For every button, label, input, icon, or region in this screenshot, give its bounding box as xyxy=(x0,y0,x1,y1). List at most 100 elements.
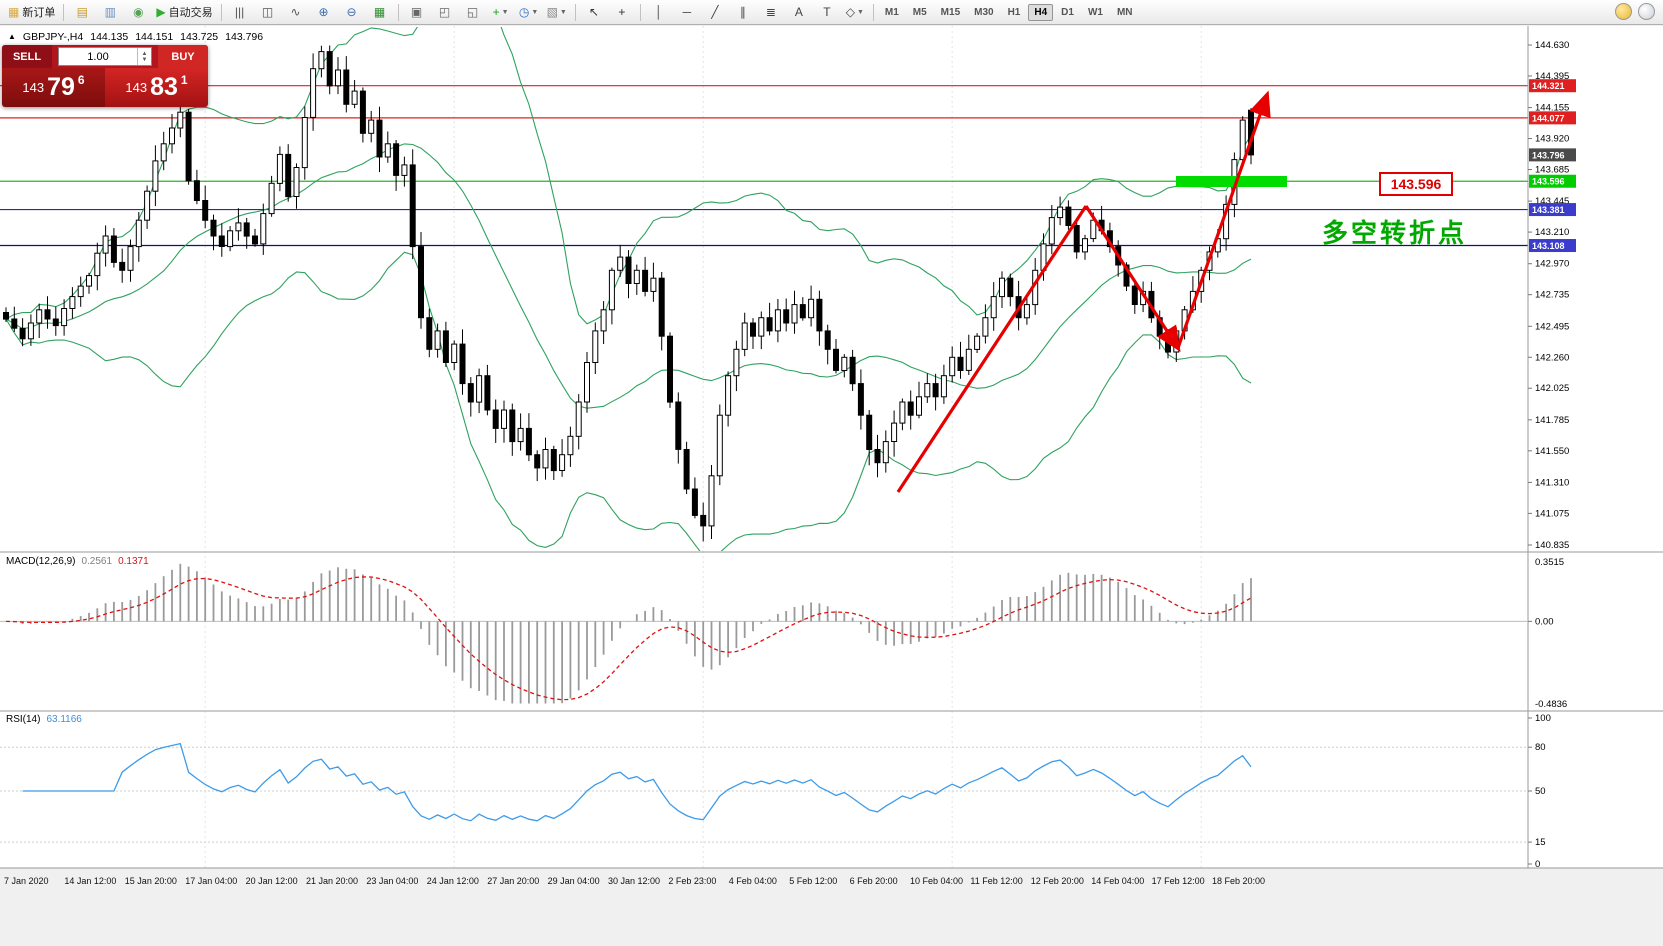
horizontal-line-icon[interactable]: ─ xyxy=(673,1,701,23)
time-label: 7 Jan 2020 xyxy=(4,876,49,886)
time-label: 21 Jan 20:00 xyxy=(306,876,359,886)
fibonacci-icon[interactable]: ≣ xyxy=(757,1,785,23)
text-icon[interactable]: A xyxy=(785,1,813,23)
time-label: 15 Jan 20:00 xyxy=(124,876,177,886)
chevron-down-icon: ▼ xyxy=(857,8,864,16)
bar-chart-icon[interactable]: ||| xyxy=(226,1,254,23)
new-order-button-label: 新订单 xyxy=(22,7,56,19)
quote-high: 144.151 xyxy=(135,31,174,43)
tile-horizontal-icon[interactable]: ◰ xyxy=(431,1,459,23)
trend-arrow[interactable] xyxy=(1176,90,1271,349)
autotrading-button[interactable]: ▶ 自动交易 xyxy=(152,1,216,23)
bid-price[interactable]: 143 79 6 xyxy=(2,68,105,107)
svg-text:0.00: 0.00 xyxy=(1535,616,1554,627)
svg-text:142.260: 142.260 xyxy=(1535,352,1569,363)
timeframe-m5-button[interactable]: M5 xyxy=(912,6,927,18)
vertical-line-icon[interactable]: │ xyxy=(645,1,673,23)
sell-button[interactable]: SELL xyxy=(2,45,52,68)
line-chart-icon[interactable]: ∿ xyxy=(282,1,310,23)
data-window-icon[interactable]: ▥ xyxy=(96,1,124,23)
zoom-in-icon[interactable]: ⊕ xyxy=(310,1,338,23)
volume-spinner[interactable]: ▲ ▼ xyxy=(137,48,151,65)
timeframe-m30-button[interactable]: M30 xyxy=(974,6,994,18)
quote-line: ▲ GBPJPY-,H4 144.135 144.151 143.725 143… xyxy=(8,31,263,43)
vertical-line-icon-glyph: │ xyxy=(655,5,663,19)
quote-open: 144.135 xyxy=(90,31,129,43)
zoom-out-icon[interactable]: ⊖ xyxy=(338,1,366,23)
channel-icon[interactable]: ∥ xyxy=(729,1,757,23)
time-label: 17 Feb 12:00 xyxy=(1151,876,1205,886)
svg-text:142.025: 142.025 xyxy=(1535,383,1569,394)
svg-text:141.075: 141.075 xyxy=(1535,508,1569,519)
volume-input[interactable] xyxy=(59,49,137,64)
grid-icon[interactable]: ▦ xyxy=(366,1,394,23)
help-icon[interactable] xyxy=(1638,3,1655,20)
timeframe-mn-button[interactable]: MN xyxy=(1116,6,1133,18)
autotrading-glyph: ▶ xyxy=(156,5,166,19)
navigator-icon[interactable]: ◉ xyxy=(124,1,152,23)
crosshair-icon[interactable]: + xyxy=(608,1,636,23)
text-icon-glyph: A xyxy=(794,5,803,19)
timeframe-h4-button[interactable]: H4 xyxy=(1028,3,1054,21)
market-watch-icon[interactable]: ▤ xyxy=(68,1,96,23)
svg-text:0: 0 xyxy=(1535,859,1540,870)
timeframe-m15-button[interactable]: M15 xyxy=(940,6,961,18)
svg-text:142.970: 142.970 xyxy=(1535,259,1569,270)
templates-button[interactable]: ▧ ▼ xyxy=(543,1,571,23)
cursor-icon[interactable]: ↖ xyxy=(580,1,608,23)
indicators-button[interactable]: + ▼ xyxy=(487,1,515,23)
rsi-name: RSI(14) xyxy=(6,714,41,725)
timeframe-w1-button[interactable]: W1 xyxy=(1087,6,1103,18)
macd-label: MACD(12,26,9) 0.2561 0.1371 xyxy=(6,556,149,567)
periods-button[interactable]: ◷ ▼ xyxy=(515,1,543,23)
chevron-down-icon: ▼ xyxy=(531,8,539,16)
spin-up-icon[interactable]: ▲ xyxy=(141,50,148,57)
ask-prefix: 143 xyxy=(125,80,148,95)
candlestick-chart-icon[interactable]: ◫ xyxy=(254,1,282,23)
time-label: 14 Jan 12:00 xyxy=(64,876,117,886)
community-icon[interactable] xyxy=(1615,3,1632,20)
green-highlight-box[interactable] xyxy=(1176,176,1287,187)
cascade-windows-icon-glyph: ▣ xyxy=(410,5,423,19)
price-callout[interactable]: 143.596 xyxy=(1379,172,1453,196)
autotrading-button-label: 自动交易 xyxy=(168,7,213,19)
time-label: 20 Jan 12:00 xyxy=(245,876,298,886)
spin-down-icon[interactable]: ▼ xyxy=(141,56,148,63)
svg-text:143.796: 143.796 xyxy=(1532,150,1565,160)
ask-price[interactable]: 143 83 1 xyxy=(105,68,208,107)
shapes-button[interactable]: ◇ ▼ xyxy=(841,1,869,23)
svg-text:142.495: 142.495 xyxy=(1535,321,1569,332)
svg-text:144.630: 144.630 xyxy=(1535,40,1569,51)
timeframe-d1-button[interactable]: D1 xyxy=(1061,6,1074,18)
price-axis[interactable]: 144.630 144.395 144.155 143.920 143.685 143.4… xyxy=(1528,40,1576,551)
toolbar-separator xyxy=(639,3,641,21)
svg-text:143.920: 143.920 xyxy=(1535,134,1569,145)
new-order-button[interactable]: ▦ 新订单 xyxy=(4,1,59,23)
fibonacci-icon-glyph: ≣ xyxy=(765,5,776,19)
svg-text:141.785: 141.785 xyxy=(1535,415,1569,426)
macd-signal-line xyxy=(5,576,1252,701)
timeframe-m1-button[interactable]: M1 xyxy=(884,6,899,18)
trendline-icon[interactable]: ╱ xyxy=(701,1,729,23)
shapes-glyph: ◇ xyxy=(845,5,855,19)
tile-vertical-icon[interactable]: ◱ xyxy=(459,1,487,23)
time-label: 17 Jan 04:00 xyxy=(185,876,238,886)
time-axis[interactable]: 7 Jan 2020 14 Jan 12:00 15 Jan 20:00 17 Jan… xyxy=(0,868,1663,946)
text-label-icon[interactable]: T xyxy=(813,1,841,23)
timeframe-h1-button[interactable]: H1 xyxy=(1007,6,1021,18)
toolbar-separator xyxy=(220,3,222,21)
trade-panel-controls: SELL ▲▼ BUY xyxy=(2,45,208,68)
svg-text:143.445: 143.445 xyxy=(1535,196,1569,207)
periods-glyph: ◷ xyxy=(518,5,530,19)
price-tag xyxy=(1529,148,1576,162)
buy-button[interactable]: BUY xyxy=(158,45,208,68)
time-label: 23 Jan 04:00 xyxy=(366,876,419,886)
svg-text:143.685: 143.685 xyxy=(1535,165,1569,176)
trend-arrow[interactable] xyxy=(1084,205,1181,353)
channel-icon-glyph: ∥ xyxy=(739,5,746,19)
trendline-icon-glyph: ╱ xyxy=(711,5,719,19)
cascade-windows-icon[interactable]: ▣ xyxy=(403,1,431,23)
trend-arrow[interactable] xyxy=(896,205,1088,493)
